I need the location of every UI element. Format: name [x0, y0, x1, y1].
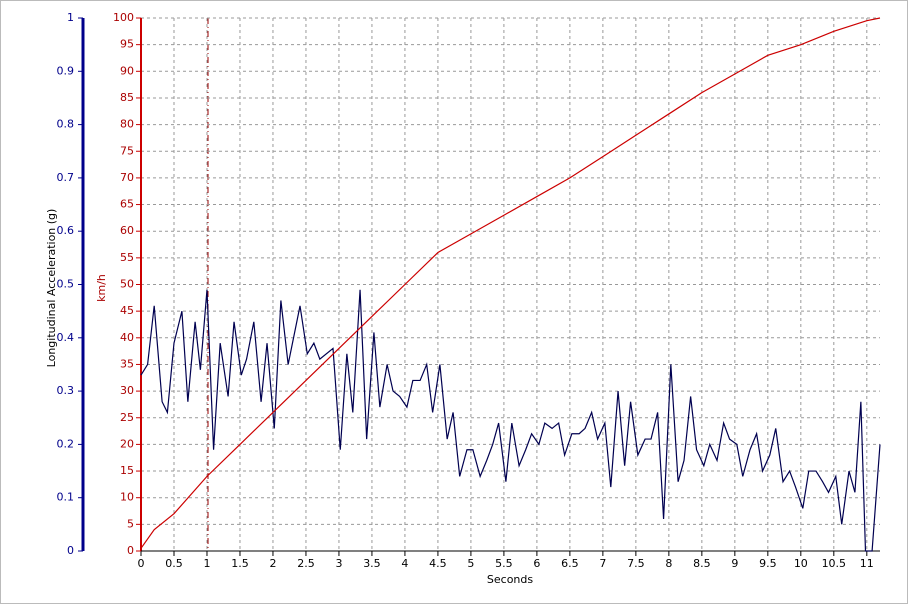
y2-tick-label: 55 [120, 251, 134, 264]
y2-tick-label: 20 [120, 437, 134, 450]
x-tick-label: 6.5 [561, 557, 579, 570]
x-tick-label: 8 [665, 557, 672, 570]
y-tick-label: 0 [67, 544, 74, 557]
x-tick-label: 1.5 [231, 557, 249, 570]
y2-tick-label: 5 [127, 517, 134, 530]
y2-tick-label: 15 [120, 464, 134, 477]
y-tick-label: 0.2 [57, 437, 75, 450]
x-tick-label: 2 [269, 557, 276, 570]
x-tick-label: 7 [599, 557, 606, 570]
y-tick-label: 0.3 [57, 384, 75, 397]
y2-tick-label: 85 [120, 91, 134, 104]
y-tick-label: 0.5 [57, 278, 75, 291]
y-tick-label: 0.1 [57, 491, 75, 504]
y-tick-label: 1 [67, 11, 74, 24]
y2-tick-label: 30 [120, 384, 134, 397]
x-tick-label: 6 [533, 557, 540, 570]
y2-tick-label: 100 [113, 11, 134, 24]
y2-tick-label: 70 [120, 171, 134, 184]
x-tick-label: 0.5 [165, 557, 183, 570]
x-axis-label: Seconds [487, 573, 533, 586]
x-tick-label: 5 [467, 557, 474, 570]
x-tick-label: 10.5 [822, 557, 847, 570]
y-tick-label: 0.8 [57, 118, 75, 131]
y2-tick-label: 65 [120, 198, 134, 211]
y2-tick-label: 95 [120, 38, 134, 51]
y2-tick-label: 40 [120, 331, 134, 344]
series-line [140, 289, 881, 552]
x-tick-label: 0 [138, 557, 145, 570]
x-tick-label: 3.5 [363, 557, 381, 570]
y2-tick-label: 10 [120, 491, 134, 504]
x-tick-label: 3 [335, 557, 342, 570]
x-tick-label: 4 [401, 557, 408, 570]
y2-tick-label: 35 [120, 357, 134, 370]
y-tick-label: 0.9 [57, 64, 75, 77]
x-tick-label: 10 [794, 557, 808, 570]
x-tick-label: 4.5 [429, 557, 447, 570]
series-line [140, 17, 881, 549]
y-tick-label: 0.4 [57, 331, 75, 344]
y2-tick-label: 45 [120, 304, 134, 317]
y2-tick-label: 80 [120, 118, 134, 131]
x-tick-label: 7.5 [627, 557, 645, 570]
y2-tick-label: 25 [120, 411, 134, 424]
x-tick-label: 11 [860, 557, 874, 570]
x-tick-label: 8.5 [693, 557, 711, 570]
y-tick-label: 0.6 [57, 224, 75, 237]
y2-axis-label: km/h [95, 274, 108, 302]
y2-tick-label: 90 [120, 64, 134, 77]
x-tick-label: 9.5 [759, 557, 777, 570]
y2-tick-label: 0 [127, 544, 134, 557]
y2-tick-label: 60 [120, 224, 134, 237]
x-tick-label: 2.5 [297, 557, 315, 570]
x-tick-label: 9 [731, 557, 738, 570]
y-tick-label: 0.7 [57, 171, 75, 184]
y-axis-label: Longitudinal Acceleration (g) [45, 209, 58, 368]
y2-tick-label: 50 [120, 278, 134, 291]
x-tick-label: 1 [203, 557, 210, 570]
y2-tick-label: 75 [120, 144, 134, 157]
x-tick-label: 5.5 [495, 557, 513, 570]
